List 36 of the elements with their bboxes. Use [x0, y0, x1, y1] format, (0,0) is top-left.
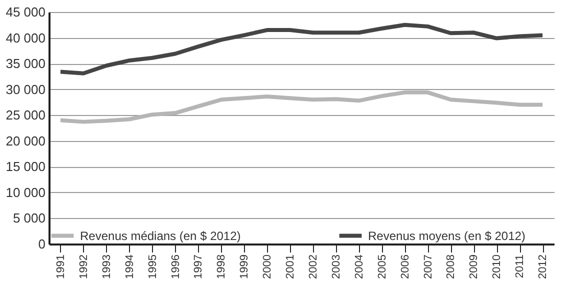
x-tick-label: 2005 [376, 254, 388, 279]
y-tick-label: 25 000 [6, 108, 46, 123]
x-tick-label: 2006 [399, 254, 412, 279]
x-tick-label: 2008 [445, 254, 458, 279]
x-tick-label: 2004 [353, 254, 366, 279]
y-tick-label: 0 [38, 236, 46, 252]
x-tick-label: 2000 [262, 254, 274, 279]
x-tick-label: 2001 [284, 254, 297, 279]
y-tick-label: 20 000 [6, 133, 46, 148]
x-tick-label: 2007 [422, 254, 434, 279]
y-tick-label: 30 000 [6, 82, 46, 97]
x-tick-label: 2012 [537, 254, 550, 279]
x-tick-label: 1997 [192, 254, 205, 279]
x-tick-label: 2003 [330, 254, 342, 279]
x-tick-label: 1994 [124, 254, 136, 279]
x-tick-label: 2009 [468, 254, 480, 279]
legend-label: Revenus médians (en $ 2012) [80, 228, 241, 243]
y-tick-label: 15 000 [6, 159, 46, 174]
x-tick-label: 1996 [170, 254, 182, 279]
x-tick-label: 1993 [100, 254, 113, 279]
y-tick-label: 40 000 [6, 30, 46, 46]
line-series [58, 22, 545, 76]
x-tick-label: 2002 [307, 254, 320, 279]
y-tick-label: 5 000 [12, 210, 46, 226]
x-tick-label: 1995 [146, 254, 159, 279]
y-tick-label: 35 000 [6, 56, 46, 72]
line-series [58, 90, 545, 124]
x-tick-label: 1991 [54, 254, 67, 279]
x-tick-label: 2011 [514, 254, 526, 278]
y-tick-label: 45 000 [6, 4, 46, 20]
x-tick-label: 2010 [491, 254, 504, 279]
x-tick-label: 1998 [216, 254, 228, 279]
legend-label: Revenus moyens (en $ 2012) [368, 228, 526, 243]
y-tick-label: 10 000 [6, 184, 46, 200]
x-tick-label: 1999 [238, 254, 251, 279]
x-tick-label: 1992 [78, 254, 90, 279]
